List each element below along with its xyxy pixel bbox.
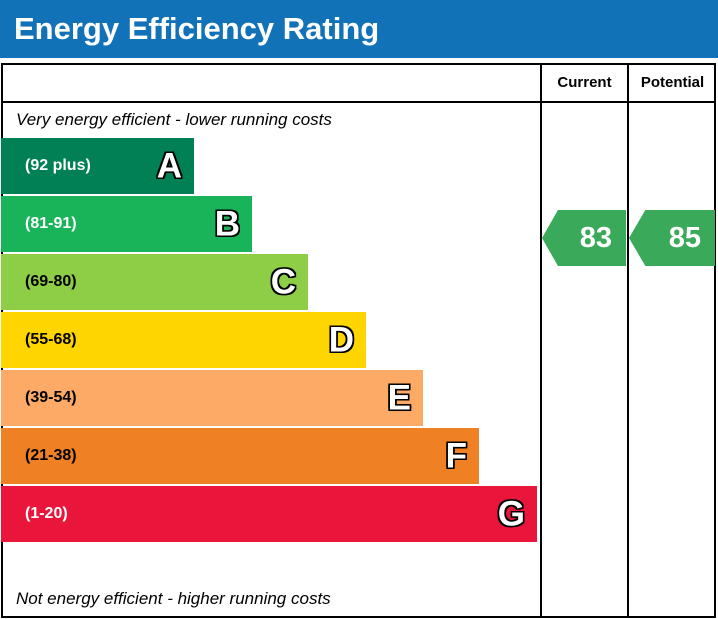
column-divider-current [540, 63, 542, 618]
band-a-range: (92 plus) [25, 157, 91, 174]
band-b-letter: B [214, 204, 240, 244]
band-g: (1-20) G [1, 486, 537, 542]
band-a: (92 plus) A [1, 138, 194, 194]
band-g-range: (1-20) [25, 505, 68, 522]
band-c: (69-80) C [1, 254, 308, 310]
band-b-range: (81-91) [25, 215, 77, 232]
header-divider [1, 101, 716, 103]
band-d: (55-68) D [1, 312, 366, 368]
title-bar: Energy Efficiency Rating [0, 0, 718, 58]
band-f-range: (21-38) [25, 447, 77, 464]
caption-top: Very energy efficient - lower running co… [16, 110, 332, 129]
band-b: (81-91) B [1, 196, 252, 252]
band-c-range: (69-80) [25, 273, 77, 290]
band-f-letter: F [445, 436, 467, 476]
page-title: Energy Efficiency Rating [14, 11, 380, 46]
band-e: (39-54) E [1, 370, 423, 426]
column-header-current: Current [557, 74, 612, 91]
band-d-letter: D [328, 320, 354, 360]
band-d-range: (55-68) [25, 331, 77, 348]
caption-bottom: Not energy efficient - higher running co… [16, 589, 331, 608]
band-e-letter: E [387, 378, 411, 418]
rating-current-value: 83 [579, 221, 612, 254]
rating-current: 83 [542, 210, 626, 266]
band-c-letter: C [270, 262, 296, 302]
band-a-letter: A [156, 146, 182, 186]
band-f: (21-38) F [1, 428, 479, 484]
column-divider-potential [627, 63, 629, 618]
rating-potential: 85 [629, 210, 715, 266]
band-g-letter: G [497, 494, 525, 534]
rating-potential-value: 85 [668, 221, 701, 254]
column-header-potential: Potential [640, 74, 705, 91]
band-e-range: (39-54) [25, 389, 77, 406]
